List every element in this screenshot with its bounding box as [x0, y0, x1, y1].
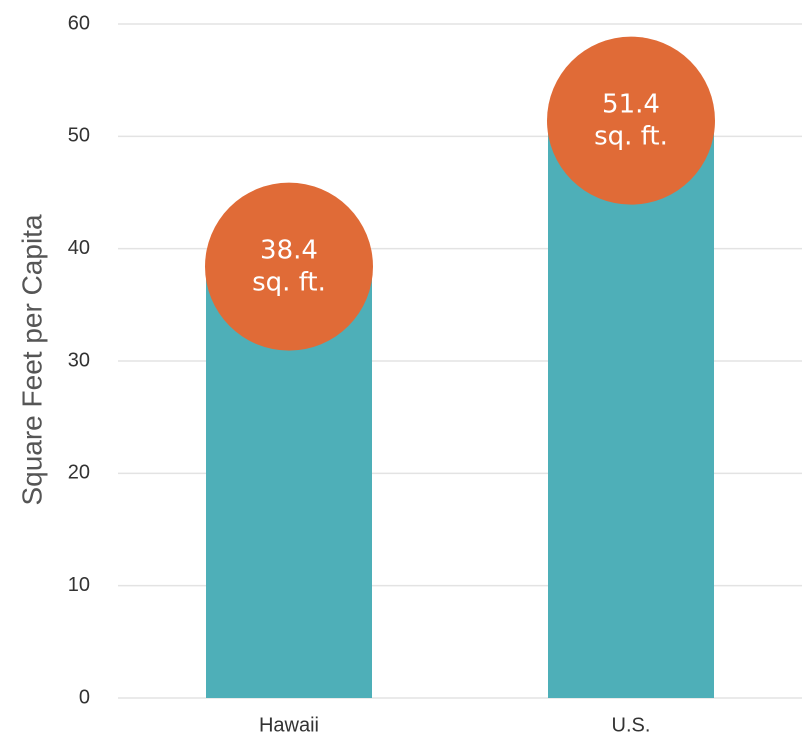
y-tick-label: 30 [68, 349, 90, 371]
y-tick-label: 40 [68, 237, 90, 259]
value-badge [205, 182, 373, 351]
y-tick-label: 10 [68, 574, 90, 596]
y-tick-label: 60 [68, 12, 90, 34]
y-tick-label: 50 [68, 125, 90, 147]
x-tick-label: U.S. [612, 714, 651, 736]
value-label: 38.4 sq. ft. [252, 235, 326, 297]
bar [548, 120, 714, 698]
y-tick-label: 0 [79, 686, 90, 708]
y-tick-label: 20 [68, 462, 90, 484]
y-axis-label: Square Feet per Capita [16, 214, 47, 505]
value-label: 51.4 sq. ft. [594, 89, 668, 151]
value-badge [547, 36, 715, 205]
x-tick-label: Hawaii [259, 714, 319, 736]
